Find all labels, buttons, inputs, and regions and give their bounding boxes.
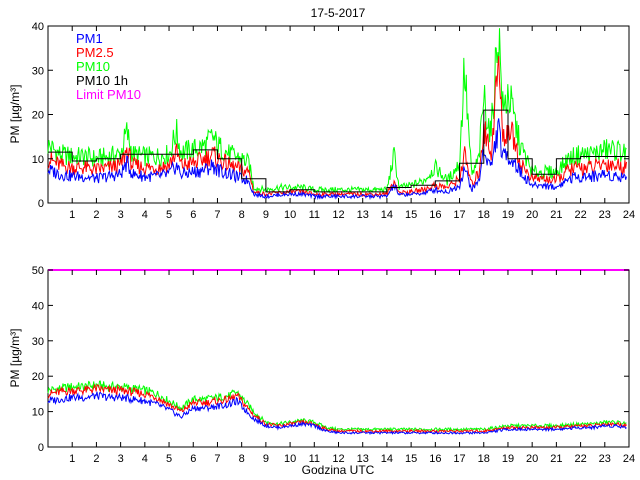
bottom-x-tick-label: 12: [332, 453, 344, 465]
top-y-tick-label: 10: [32, 154, 44, 166]
bottom-x-tick-label: 2: [93, 453, 99, 465]
bottom-x-tick-label: 18: [478, 453, 490, 465]
bottom-plot-frame: [47, 269, 630, 448]
top-ticks-group: 1 2 3 4 5 6 7 8 9 10 11 12 13 14 15 16 17 18 19 20 21 22 23 240…: [32, 21, 635, 221]
top-x-tick-label: 12: [332, 209, 344, 221]
top-x-tick-label: 9: [263, 209, 269, 221]
bottom-series-pm2-5: [47, 383, 627, 434]
legend-limit-pm10: Limit PM10: [76, 87, 141, 102]
bottom-ticks-group: 1 2 3 4 5 6 7 8 9 10 11 12 13 14 15 16 17 18 19 20 21 22 23 240…: [32, 265, 635, 465]
bottom-y-tick-label: 40: [32, 300, 44, 312]
top-series-group: [47, 28, 629, 201]
bottom-x-tick-label: 15: [405, 453, 417, 465]
top-series-pm1: [47, 118, 627, 201]
top-x-tick-label: 19: [502, 209, 514, 221]
bottom-x-tick-label: 20: [526, 453, 538, 465]
top-y-axis-label: PM [µg/m³]: [8, 85, 22, 144]
legend-pm10-1h: PM10 1h: [76, 73, 128, 88]
top-x-tick-label: 4: [142, 209, 148, 221]
top-y-tick-label: 40: [32, 21, 44, 33]
bottom-y-axis-label: PM [µg/m³]: [8, 329, 22, 388]
top-x-tick-label: 1: [69, 209, 75, 221]
bottom-x-tick-label: 6: [190, 453, 196, 465]
top-x-tick-label: 11: [309, 209, 320, 221]
bottom-x-tick-label: 11: [309, 453, 320, 465]
chart-title: 17-5-2017: [311, 6, 366, 20]
bottom-x-tick-label: 14: [381, 453, 393, 465]
top-x-tick-label: 6: [190, 209, 196, 221]
bottom-series-pm10: [47, 380, 627, 433]
bottom-x-tick-label: 17: [453, 453, 465, 465]
bottom-x-tick-label: 1: [69, 453, 75, 465]
top-x-tick-label: 2: [93, 209, 99, 221]
top-x-tick-label: 17: [453, 209, 465, 221]
bottom-x-tick-label: 4: [142, 453, 148, 465]
bottom-x-tick-label: 3: [118, 453, 124, 465]
top-x-tick-label: 3: [118, 209, 124, 221]
bottom-y-tick-label: 50: [32, 265, 44, 277]
top-y-tick-label: 20: [32, 110, 44, 122]
bottom-x-tick-label: 16: [429, 453, 441, 465]
top-x-tick-label: 22: [574, 209, 586, 221]
top-series-pm10: [47, 28, 627, 194]
bottom-x-tick-label: 5: [166, 453, 172, 465]
top-x-tick-label: 24: [623, 209, 635, 221]
top-x-tick-label: 13: [357, 209, 369, 221]
legend-pm25: PM2.5: [76, 45, 114, 60]
bottom-x-tick-label: 21: [550, 453, 562, 465]
legend-pm1: PM1: [76, 31, 103, 46]
bottom-y-tick-label: 20: [32, 371, 44, 383]
top-legend: PM1 PM2.5 PM10 PM10 1h Limit PM10: [76, 31, 141, 102]
bottom-x-tick-label: 23: [599, 453, 611, 465]
bottom-y-tick-label: 30: [32, 336, 44, 348]
bottom-x-tick-label: 19: [502, 453, 514, 465]
top-x-tick-label: 21: [550, 209, 562, 221]
top-y-tick-label: 30: [32, 65, 44, 77]
bottom-x-tick-label: 8: [239, 453, 245, 465]
top-x-tick-label: 16: [429, 209, 441, 221]
bottom-x-tick-label: 10: [284, 453, 296, 465]
top-y-tick-label: 0: [38, 198, 44, 210]
bottom-series-group: [47, 269, 629, 436]
bottom-x-tick-label: 9: [263, 453, 269, 465]
bottom-x-tick-label: 7: [214, 453, 220, 465]
top-x-tick-label: 20: [526, 209, 538, 221]
bottom-series-pm1: [47, 391, 627, 436]
bottom-y-tick-label: 0: [38, 442, 44, 454]
top-x-tick-label: 23: [599, 209, 611, 221]
top-panel: 1 2 3 4 5 6 7 8 9 10 11 12 13 14 15 16 17 18 19 20 21 22 23 240…: [8, 21, 635, 221]
legend-pm10: PM10: [76, 59, 110, 74]
top-x-tick-label: 7: [214, 209, 220, 221]
bottom-x-tick-label: 22: [574, 453, 586, 465]
top-x-tick-label: 18: [478, 209, 490, 221]
bottom-x-axis-label: Godzina UTC: [302, 463, 375, 477]
top-x-tick-label: 10: [284, 209, 296, 221]
bottom-x-tick-label: 13: [357, 453, 369, 465]
bottom-x-tick-label: 24: [623, 453, 635, 465]
bottom-panel: 1 2 3 4 5 6 7 8 9 10 11 12 13 14 15 16 17 18 19 20 21 22 23 240…: [8, 265, 635, 477]
top-x-tick-label: 15: [405, 209, 417, 221]
bottom-y-tick-label: 10: [32, 407, 44, 419]
top-x-tick-label: 14: [381, 209, 393, 221]
top-x-tick-label: 5: [166, 209, 172, 221]
top-x-tick-label: 8: [239, 209, 245, 221]
top-series-pm10-1h: [48, 109, 629, 193]
